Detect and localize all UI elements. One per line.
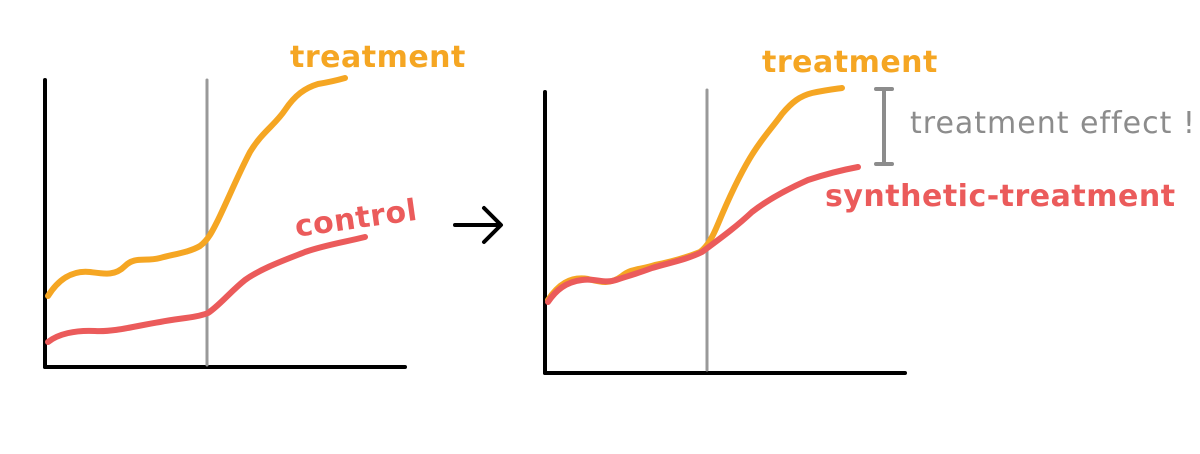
synthetic-treatment-label: synthetic-treatment: [825, 179, 1176, 214]
treatment-effect-label: treatment effect !: [910, 106, 1196, 141]
left-treatment-line: [45, 75, 348, 299]
left-panel: treatment control: [43, 40, 466, 369]
right-treatment-label: treatment: [762, 45, 938, 80]
right-arrow-icon: [453, 206, 503, 244]
right-treatment-line: [545, 85, 845, 303]
treatment-effect-bracket: [874, 87, 894, 166]
right-panel: treatment treatment effect ! synthetic-t…: [543, 45, 1196, 375]
left-control-line: [45, 234, 368, 345]
right-synthetic-line: [545, 164, 861, 305]
left-treatment-label: treatment: [290, 40, 466, 75]
